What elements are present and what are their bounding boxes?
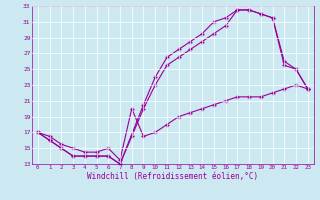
X-axis label: Windchill (Refroidissement éolien,°C): Windchill (Refroidissement éolien,°C) <box>87 172 258 181</box>
